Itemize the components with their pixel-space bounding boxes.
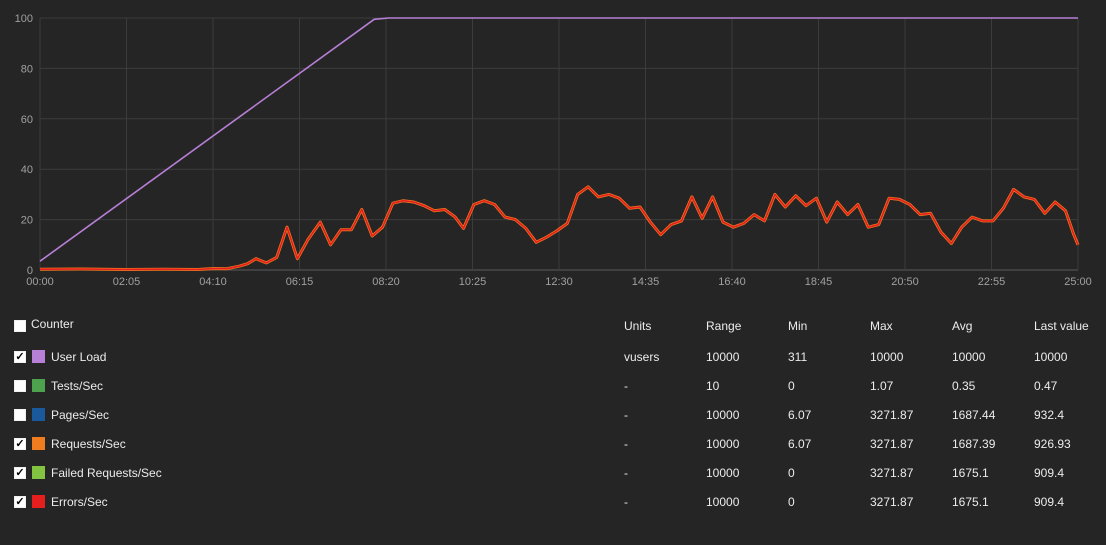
cell-min: 0 [788,379,795,393]
y-tick-label: 80 [21,63,33,75]
counter-checkbox[interactable]: ✓ [14,467,26,479]
cell-last: 932.4 [1034,408,1065,422]
x-tick-label: 25:00 [1064,276,1092,288]
cell-min: 0 [788,466,795,480]
header-max: Max [870,319,893,333]
series-line-errors-sec [39,186,1079,271]
cell-avg: 1675.1 [952,466,989,480]
chart-grid [39,17,1079,271]
x-tick-label: 18:45 [805,276,833,288]
cell-last: 909.4 [1034,466,1065,480]
series-color-swatch [32,495,45,508]
counter-checkbox[interactable]: ✓ [14,496,26,508]
cell-units: - [624,466,628,480]
counter-checkbox[interactable] [14,380,26,392]
legend-row: Pages/Sec - 10000 6.07 3271.87 1687.44 932.4 [0,400,1106,429]
cell-max: 3271.87 [870,437,914,451]
cell-last: 0.47 [1034,379,1058,393]
header-min: Min [788,319,808,333]
y-tick-label: 40 [21,164,33,176]
cell-min: 311 [788,350,808,364]
series-line-user-load [39,17,1078,262]
x-tick-label: 12:30 [545,276,573,288]
x-tick-label: 08:20 [372,276,400,288]
header-range: Range [706,319,742,333]
cell-units: - [624,379,628,393]
x-tick-label: 00:00 [26,276,54,288]
x-tick-label: 20:50 [891,276,919,288]
cell-units: vusers [624,350,660,364]
legend-header: Counter Units Range Min Max Avg Last val… [0,312,1106,341]
cell-range: 10 [706,379,720,393]
cell-min: 0 [788,495,795,509]
cell-range: 10000 [706,408,740,422]
cell-range: 10000 [706,466,740,480]
legend-row: ✓ Failed Requests/Sec - 10000 0 3271.87 1675.1… [0,458,1106,487]
x-tick-label: 04:10 [199,276,227,288]
series-color-swatch [32,379,45,392]
x-tick-label: 16:40 [718,276,746,288]
x-tick-label: 10:25 [459,276,487,288]
header-units: Units [624,319,652,333]
legend-row: ✓ Errors/Sec - 10000 0 3271.87 1675.1 909.4 [0,487,1106,516]
cell-units: - [624,495,628,509]
y-tick-label: 0 [27,265,33,277]
header-counter: Counter [31,317,74,331]
cell-max: 10000 [870,350,904,364]
x-tick-label: 22:55 [978,276,1006,288]
cell-avg: 1687.44 [952,408,996,422]
series-color-swatch [32,350,45,363]
legend-row: ✓ Requests/Sec - 10000 6.07 3271.87 1687.39 926… [0,429,1106,458]
cell-max: 3271.87 [870,466,914,480]
legend-row: ✓ User Load vusers 10000 311 10000 10000 10000 [0,342,1106,371]
cell-avg: 10000 [952,350,986,364]
cell-avg: 1687.39 [952,437,996,451]
series-color-swatch [32,466,45,479]
chart-series [39,17,1080,271]
cell-max: 3271.87 [870,495,914,509]
counter-name: Requests/Sec [51,437,126,451]
series-color-swatch [32,437,45,450]
counter-name: Errors/Sec [51,495,108,509]
performance-chart: 0 20 40 60 80 100 00:00 02:05 04:10 06:15 08:20 10… [15,13,1092,288]
header-last-value: Last value [1034,319,1089,333]
counter-checkbox[interactable]: ✓ [14,351,26,363]
counter-name: Failed Requests/Sec [51,466,162,480]
cell-last: 926.93 [1034,437,1071,451]
cell-range: 10000 [706,350,740,364]
counter-checkbox[interactable]: ✓ [14,438,26,450]
cell-avg: 1675.1 [952,495,989,509]
select-all-checkbox[interactable] [14,320,26,332]
cell-max: 1.07 [870,379,894,393]
y-axis-labels: 0 20 40 60 80 100 [15,13,33,277]
x-tick-label: 06:15 [286,276,314,288]
counter-checkbox[interactable] [14,409,26,421]
cell-min: 6.07 [788,437,812,451]
cell-last: 909.4 [1034,495,1065,509]
cell-min: 6.07 [788,408,812,422]
x-axis-labels: 00:00 02:05 04:10 06:15 08:20 10:25 12:30 14:35… [26,276,1092,288]
series-color-swatch [32,408,45,421]
counter-name: User Load [51,350,107,364]
cell-max: 3271.87 [870,408,914,422]
cell-units: - [624,408,628,422]
x-tick-label: 14:35 [632,276,660,288]
cell-units: - [624,437,628,451]
cell-range: 10000 [706,495,740,509]
x-tick-label: 02:05 [113,276,141,288]
legend-row: Tests/Sec - 10 0 1.07 0.35 0.47 [0,371,1106,400]
cell-avg: 0.35 [952,379,976,393]
y-tick-label: 20 [21,215,33,227]
cell-last: 10000 [1034,350,1068,364]
y-tick-label: 100 [15,13,33,25]
header-avg: Avg [952,319,973,333]
cell-range: 10000 [706,437,740,451]
counter-name: Pages/Sec [51,408,110,422]
counter-name: Tests/Sec [51,379,104,393]
y-tick-label: 60 [21,114,33,126]
